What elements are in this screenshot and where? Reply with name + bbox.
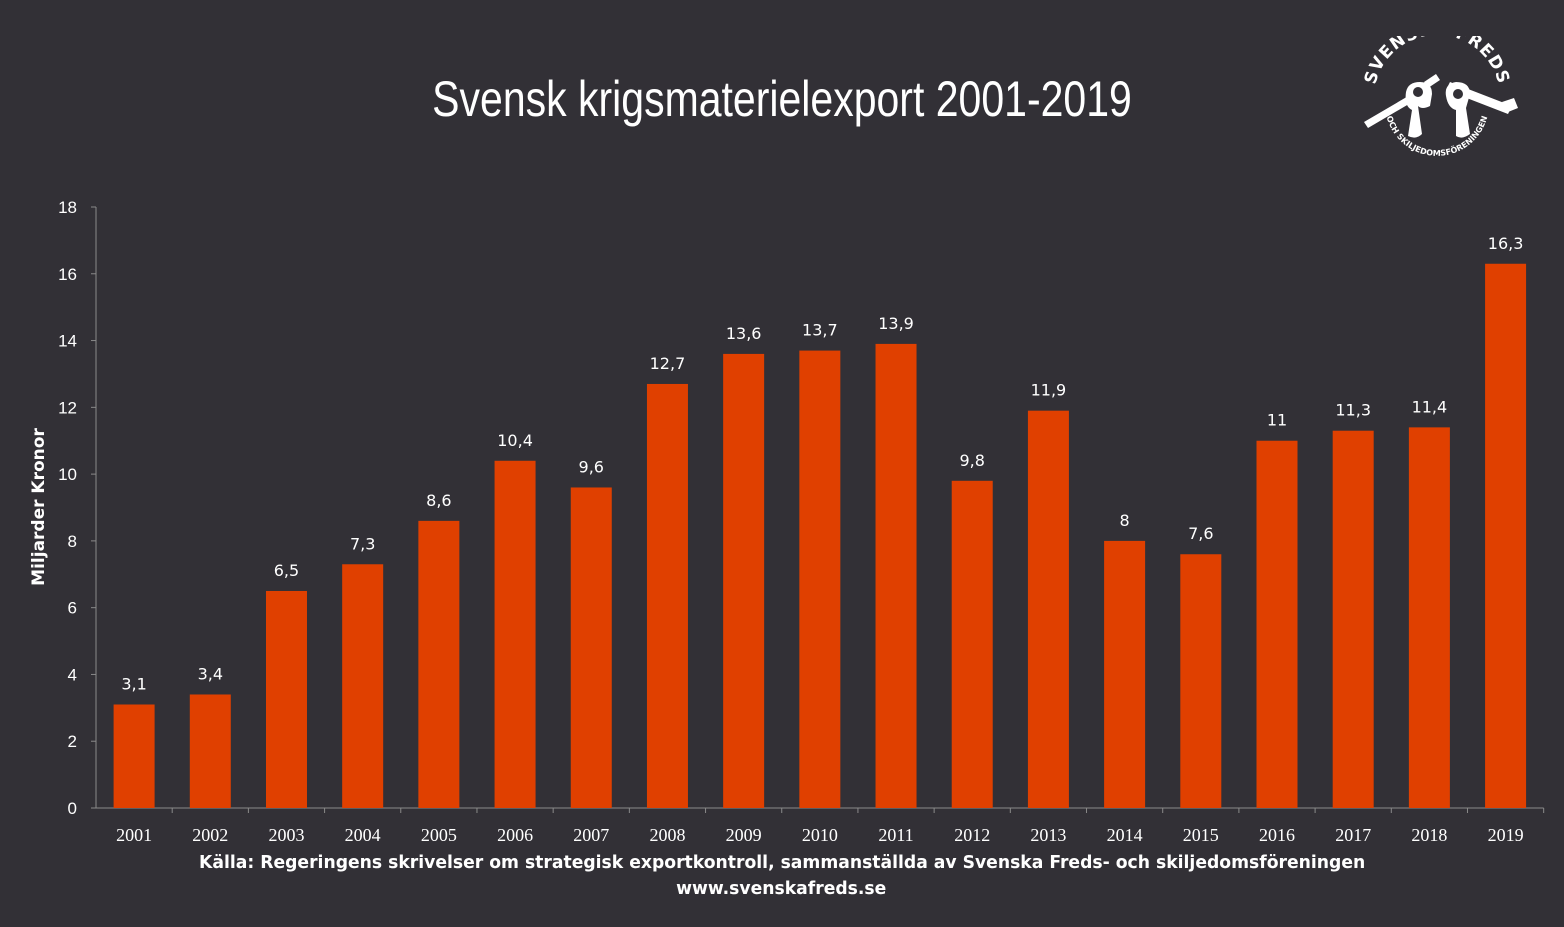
data-label-2002: 3,4 [198,664,223,683]
bar-2016 [1256,440,1298,808]
x-tick-label-2014: 2014 [1107,825,1143,845]
x-tick-label-2019: 2019 [1488,825,1524,845]
bar-2007 [570,487,612,808]
data-label-2008: 12,7 [650,354,686,373]
bar-2006 [494,460,536,808]
y-tick-label: 12 [58,398,77,417]
bar-2004 [342,564,384,808]
y-tick-label: 10 [58,465,77,484]
data-label-2003: 6,5 [274,561,299,580]
x-tick-label-2005: 2005 [421,825,457,845]
data-label-2012: 9,8 [959,451,984,470]
x-tick-label-2003: 2003 [268,825,304,845]
x-tick-label-2002: 2002 [192,825,228,845]
x-tick-label-2010: 2010 [802,825,838,845]
bar-2008 [646,383,688,808]
data-label-2005: 8,6 [426,491,451,510]
data-label-2013: 11,9 [1031,381,1067,400]
x-tick-label-2009: 2009 [726,825,762,845]
data-label-2006: 10,4 [497,431,533,450]
bar-2009 [723,353,765,808]
bar-2015 [1180,554,1222,808]
bar-2005 [418,520,460,808]
bar-2013 [1027,410,1069,808]
x-tick-label-2006: 2006 [497,825,533,845]
bar-2017 [1332,430,1374,808]
data-label-2001: 3,1 [121,674,146,693]
y-tick-label: 8 [68,532,77,551]
bar-2003 [265,590,307,808]
x-tick-label-2011: 2011 [878,825,913,845]
x-tick-label-2016: 2016 [1259,825,1295,845]
data-label-2014: 8 [1120,511,1130,530]
bar-2010 [799,350,841,808]
y-axis-label: Miljarder Kronor [29,428,49,586]
y-tick-label: 2 [68,732,77,751]
x-tick-label-2018: 2018 [1411,825,1447,845]
y-tick-label: 18 [58,198,77,217]
bar-2001 [113,704,155,808]
broken-rifle-fists-icon [1364,74,1518,138]
y-tick-label: 0 [68,799,77,818]
data-label-2017: 11,3 [1335,401,1371,420]
bar-2019 [1485,263,1527,808]
data-label-2015: 7,6 [1188,524,1213,543]
y-tick-label: 14 [58,332,77,351]
data-label-2011: 13,9 [878,314,914,333]
bar-2014 [1104,540,1146,808]
source-text: Källa: Regeringens skrivelser om strateg… [199,852,1366,873]
x-tick-label-2017: 2017 [1335,825,1371,845]
organization-logo: SVENSKA FREDS OCH SKILJEDOMSFÖRENINGEN [1361,36,1518,158]
bar-2012 [951,480,993,808]
x-tick-label-2004: 2004 [345,825,381,845]
y-tick-label: 6 [68,599,77,618]
y-tick-label: 16 [58,265,77,284]
x-tick-label-2001: 2001 [116,825,152,845]
data-label-2009: 13,6 [726,324,762,343]
y-tick-label: 4 [68,665,77,684]
data-label-2010: 13,7 [802,321,838,340]
x-tick-label-2013: 2013 [1030,825,1066,845]
bar-2011 [875,343,917,808]
x-tick-label-2007: 2007 [573,825,609,845]
source-url: www.svenskafreds.se [676,878,887,899]
bar-2018 [1408,427,1450,808]
data-label-2007: 9,6 [579,457,604,476]
x-tick-label-2015: 2015 [1183,825,1219,845]
x-tick-label-2012: 2012 [954,825,990,845]
bar-2002 [189,694,231,808]
data-label-2019: 16,3 [1488,234,1524,253]
x-tick-label-2008: 2008 [649,825,685,845]
chart-title: Svensk krigsmaterielexport 2001-2019 [432,71,1132,127]
data-label-2016: 11 [1267,411,1287,430]
data-label-2018: 11,4 [1412,397,1448,416]
data-label-2004: 7,3 [350,534,375,553]
